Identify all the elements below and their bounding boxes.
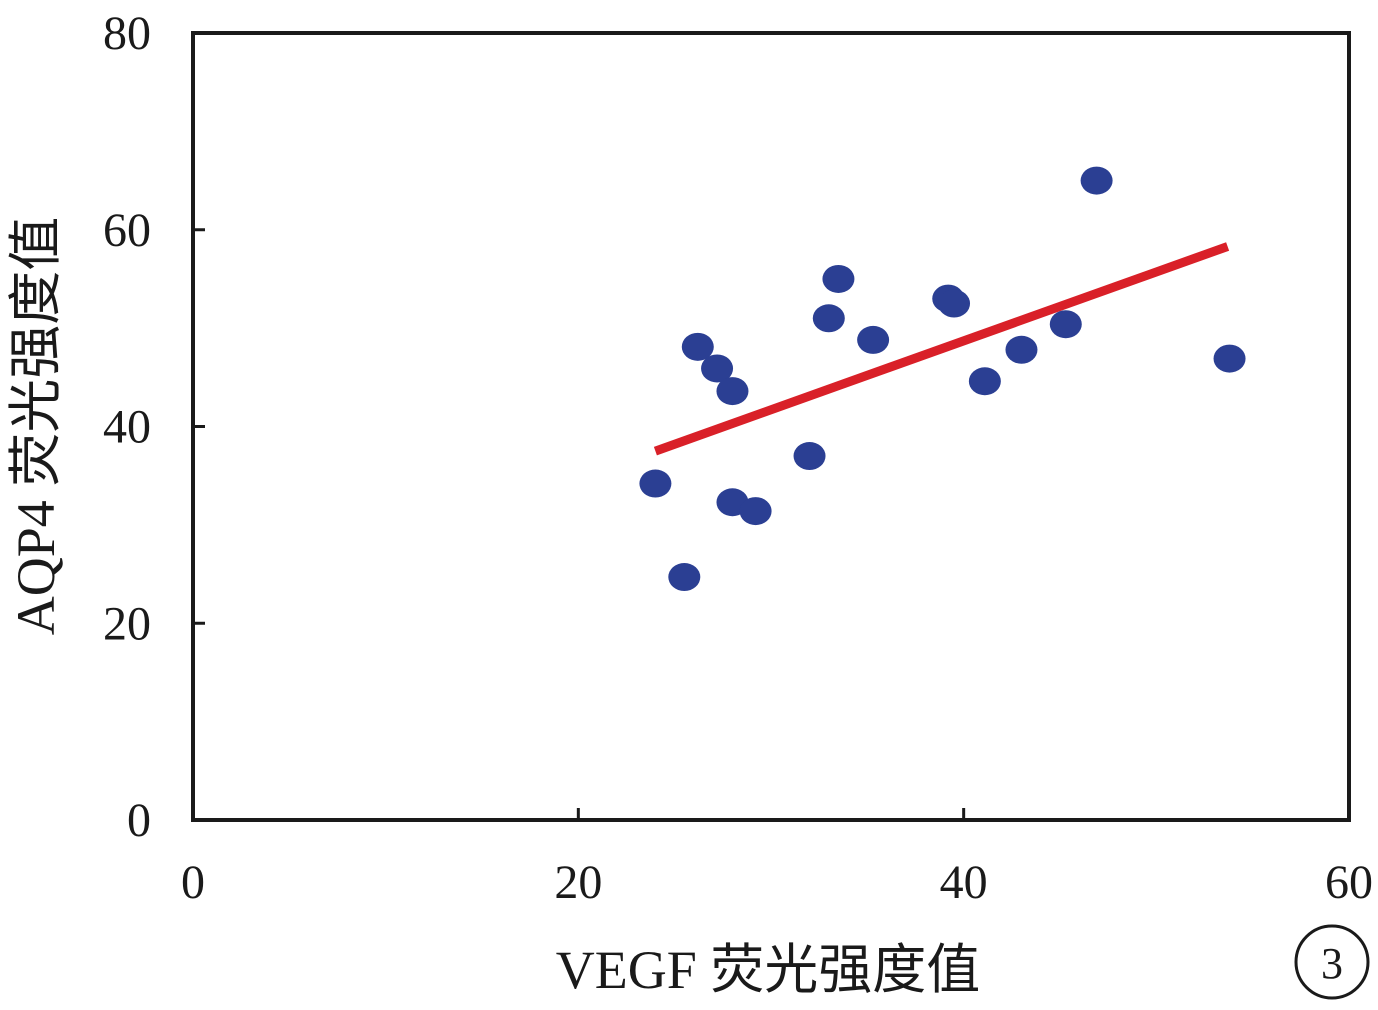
data-point: [1049, 310, 1082, 339]
y-tick-label: 40: [103, 401, 151, 454]
data-point: [739, 497, 772, 526]
data-point: [639, 469, 672, 498]
panel-label-circle: [1294, 924, 1370, 1000]
data-point: [812, 304, 845, 333]
data-point: [716, 377, 749, 406]
x-tick-label: 0: [181, 856, 205, 909]
data-point: [701, 354, 734, 383]
y-tick-label: 0: [127, 794, 151, 847]
x-tick-label: 60: [1325, 856, 1373, 909]
x-axis-title: VEGF 荧光强度值: [556, 940, 981, 1000]
data-point: [968, 367, 1001, 396]
data-point: [822, 264, 855, 293]
data-point: [938, 289, 971, 318]
plot-frame: [191, 31, 1351, 822]
x-tick-label: 40: [940, 856, 988, 909]
data-point: [681, 332, 714, 361]
data-point: [793, 442, 826, 471]
regression-line: [653, 242, 1230, 456]
data-point: [668, 563, 701, 592]
data-point: [857, 325, 890, 354]
panel-label: 3: [1321, 939, 1343, 988]
data-point: [1213, 344, 1246, 373]
data-point: [1080, 166, 1113, 195]
y-tick-label: 80: [103, 7, 151, 60]
data-point: [1005, 335, 1038, 364]
x-tick-label: 20: [554, 856, 602, 909]
y-tick-label: 60: [103, 204, 151, 257]
y-axis-title: AQP4 荧光强度值: [6, 217, 66, 636]
y-tick-label: 20: [103, 597, 151, 650]
